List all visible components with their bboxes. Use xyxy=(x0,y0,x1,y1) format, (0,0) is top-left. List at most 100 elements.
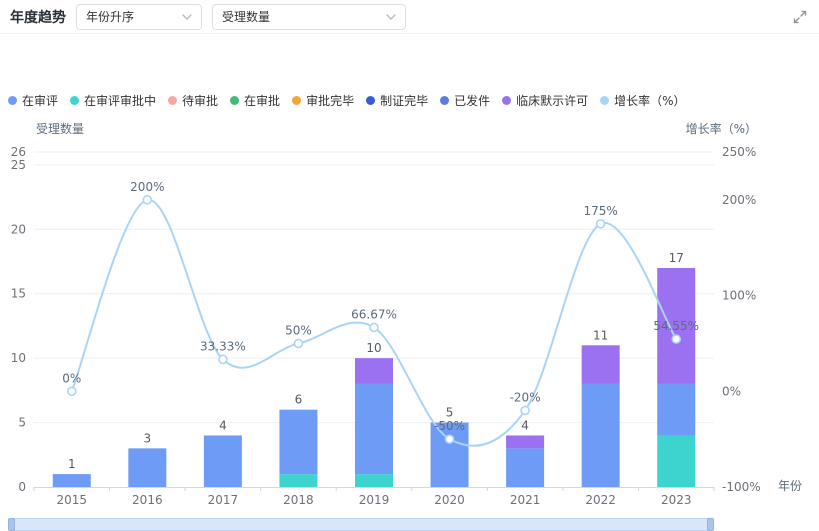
x-axis-category-label: 2021 xyxy=(510,493,541,507)
chevron-down-icon xyxy=(182,13,192,20)
x-axis-category-label: 2016 xyxy=(132,493,163,507)
bar-value-label: 4 xyxy=(521,418,529,432)
legend-item-label: 待审批 xyxy=(182,94,219,108)
line-value-label: 33.33% xyxy=(200,339,246,353)
bar-value-label: 4 xyxy=(219,418,227,432)
bar-segment[interactable] xyxy=(657,435,696,487)
bar-segment[interactable] xyxy=(279,409,318,475)
left-axis-tick-label: 26 xyxy=(11,145,26,159)
x-axis-category-label: 2018 xyxy=(283,493,314,507)
datazoom-right-handle[interactable] xyxy=(707,518,714,531)
line-value-label: -50% xyxy=(434,419,465,433)
x-axis-category-label: 2020 xyxy=(434,493,465,507)
legend-item-2[interactable]: 待审批 xyxy=(168,92,218,109)
legend-item-4[interactable]: 审批完毕 xyxy=(292,92,354,109)
line-marker xyxy=(293,338,304,349)
line-value-label: 54.55% xyxy=(653,319,699,333)
line-marker xyxy=(142,195,153,205)
right-axis-tick-label: -100% xyxy=(722,480,761,494)
bar-segment[interactable] xyxy=(128,448,167,487)
bar-segment[interactable] xyxy=(355,383,393,475)
x-axis-category-label: 2022 xyxy=(585,493,616,507)
year-sort-select[interactable]: 年份升序 xyxy=(76,3,202,30)
bar-value-label: 1 xyxy=(68,457,76,471)
year-sort-value: 年份升序 xyxy=(86,10,135,24)
bar-value-label: 6 xyxy=(295,393,303,407)
bar-segment[interactable] xyxy=(52,474,91,487)
legend-item-3[interactable]: 在审批 xyxy=(230,92,280,109)
expand-icon[interactable] xyxy=(791,8,809,26)
legend-dot-icon xyxy=(230,96,240,105)
left-axis-tick-label: 5 xyxy=(18,416,26,430)
legend: 在审评 在审评审批中 待审批 在审批 审批完毕 制证完毕 已发件 临床默示许可 增长率（%） xyxy=(8,92,815,109)
panel-title: 年度趋势 xyxy=(10,9,66,26)
legend-item-label: 在审评 xyxy=(22,94,59,108)
metric-value: 受理数量 xyxy=(222,10,271,24)
right-axis-title: 增长率（%） xyxy=(685,122,757,136)
legend-dot-icon xyxy=(366,96,376,105)
right-axis-tick-label: 100% xyxy=(722,289,756,303)
line-value-label: 175% xyxy=(584,204,618,218)
legend-item-8[interactable]: 增长率（%） xyxy=(600,92,686,109)
legend-dot-icon xyxy=(600,96,610,105)
line-marker xyxy=(369,322,379,333)
left-axis-tick-label: 15 xyxy=(11,287,26,301)
bar-segment[interactable] xyxy=(657,383,696,436)
line-marker xyxy=(520,405,530,416)
legend-item-label: 临床默示许可 xyxy=(516,94,589,108)
right-axis-tick-label: 200% xyxy=(722,193,756,207)
line-value-label: 66.67% xyxy=(351,307,397,321)
expand-arrows-icon xyxy=(793,10,807,23)
bar-segment[interactable] xyxy=(430,422,469,487)
line-value-label: 200% xyxy=(130,180,164,194)
line-marker xyxy=(595,218,606,229)
bar-value-label: 3 xyxy=(144,431,152,445)
legend-item-label: 在审评审批中 xyxy=(84,94,157,108)
legend-dot-icon xyxy=(8,96,17,105)
right-axis-tick-label: 0% xyxy=(722,384,741,398)
bar-segment[interactable] xyxy=(506,435,545,449)
legend-item-label: 审批完毕 xyxy=(306,94,355,108)
x-axis-category-label: 2017 xyxy=(208,493,239,507)
line-marker xyxy=(66,386,77,397)
metric-select[interactable]: 受理数量 xyxy=(212,3,406,30)
bar-segment[interactable] xyxy=(355,474,393,487)
right-axis-tick-label: 250% xyxy=(722,145,756,159)
bar-value-label: 10 xyxy=(366,341,381,355)
left-axis-title: 受理数量 xyxy=(36,122,85,136)
legend-item-7[interactable]: 临床默示许可 xyxy=(502,92,588,109)
bar-segment[interactable] xyxy=(581,345,620,384)
line-marker xyxy=(671,334,682,344)
datazoom-left-handle[interactable] xyxy=(8,518,15,531)
legend-dot-icon xyxy=(292,96,302,105)
left-axis-tick-label: 0 xyxy=(18,480,26,494)
legend-dot-icon xyxy=(168,96,178,105)
chevron-down-icon xyxy=(386,13,396,20)
bar-segment[interactable] xyxy=(203,435,242,487)
legend-dot-icon xyxy=(502,96,512,105)
bar-segment[interactable] xyxy=(506,448,545,487)
bar-segment[interactable] xyxy=(581,383,620,487)
x-axis-category-label: 2023 xyxy=(661,493,692,507)
legend-dot-icon xyxy=(440,96,450,105)
left-axis-tick-label: 10 xyxy=(11,351,26,365)
line-value-label: 50% xyxy=(285,323,312,337)
legend-item-label: 增长率（%） xyxy=(614,94,686,108)
legend-item-0[interactable]: 在审评 xyxy=(8,92,58,109)
legend-item-6[interactable]: 已发件 xyxy=(440,92,490,109)
line-marker xyxy=(218,354,228,365)
legend-item-5[interactable]: 制证完毕 xyxy=(366,92,428,109)
datazoom-slider[interactable] xyxy=(8,518,714,531)
line-value-label: 0% xyxy=(62,371,81,385)
x-axis-category-label: 2019 xyxy=(359,493,390,507)
bar-segment[interactable] xyxy=(355,358,393,384)
x-axis-category-label: 2015 xyxy=(57,493,88,507)
bar-value-label: 5 xyxy=(446,406,454,420)
legend-item-1[interactable]: 在审评审批中 xyxy=(70,92,156,109)
legend-item-label: 在审批 xyxy=(244,94,281,108)
line-marker xyxy=(444,434,455,444)
bar-segment[interactable] xyxy=(279,474,318,487)
bar-segment[interactable] xyxy=(657,267,696,384)
